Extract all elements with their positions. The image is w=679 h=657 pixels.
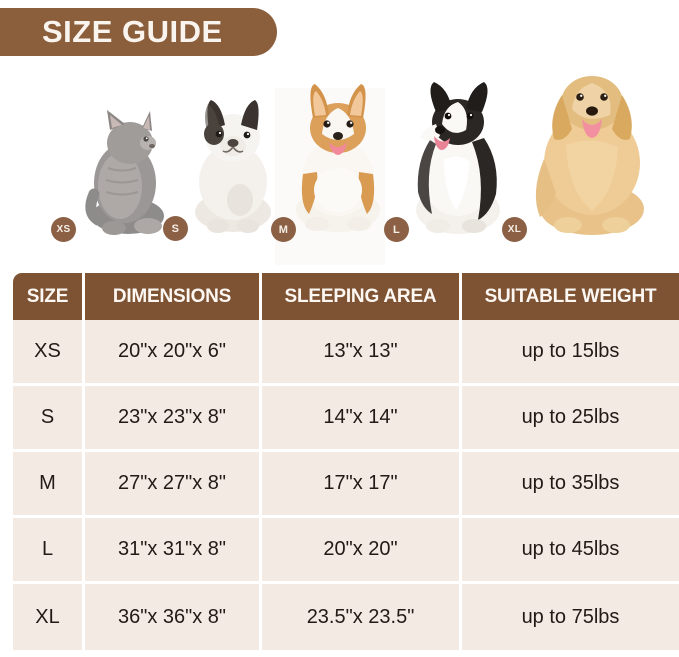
cell-sleeping-area: 20"x 20" <box>262 518 462 584</box>
table-body: XS 20"x 20"x 6" 13"x 13" up to 15lbs S 2… <box>13 320 679 650</box>
column-header-size: SIZE <box>13 273 85 320</box>
animal-figure-xl <box>524 53 664 243</box>
animal-size-illustration: XS S M L XL <box>0 60 679 265</box>
french-bulldog-icon <box>195 100 271 233</box>
animal-figure-l <box>400 68 518 243</box>
border-collie-icon <box>416 82 500 234</box>
cell-dimensions: 27"x 27"x 8" <box>85 452 262 518</box>
cell-suitable-weight: up to 75lbs <box>462 584 679 650</box>
table-row: XS 20"x 20"x 6" 13"x 13" up to 15lbs <box>13 320 679 386</box>
cell-dimensions: 23"x 23"x 8" <box>85 386 262 452</box>
column-header-suitable-weight: SUITABLE WEIGHT <box>462 273 679 320</box>
cell-size: L <box>13 518 85 584</box>
page-title: SIZE GUIDE <box>42 14 223 49</box>
golden-retriever-icon <box>535 76 644 235</box>
size-badge-s: S <box>163 216 188 241</box>
size-badge-m: M <box>271 217 296 242</box>
size-badge-xl: XL <box>502 217 527 242</box>
cell-sleeping-area: 17"x 17" <box>262 452 462 518</box>
size-guide-banner: SIZE GUIDE <box>0 8 277 56</box>
table-row: XL 36"x 36"x 8" 23.5"x 23.5" up to 75lbs <box>13 584 679 650</box>
animal-figure-xs <box>70 98 180 243</box>
column-header-sleeping-area: SLEEPING AREA <box>262 273 462 320</box>
animal-figure-s <box>178 90 288 243</box>
cell-size: XL <box>13 584 85 650</box>
cell-dimensions: 20"x 20"x 6" <box>85 320 262 386</box>
column-header-dimensions: DIMENSIONS <box>85 273 262 320</box>
size-badge-l: L <box>384 217 409 242</box>
cell-suitable-weight: up to 35lbs <box>462 452 679 518</box>
cell-sleeping-area: 23.5"x 23.5" <box>262 584 462 650</box>
cell-size: S <box>13 386 85 452</box>
table-row: L 31"x 31"x 8" 20"x 20" up to 45lbs <box>13 518 679 584</box>
cell-suitable-weight: up to 45lbs <box>462 518 679 584</box>
table-header: SIZE DIMENSIONS SLEEPING AREA SUITABLE W… <box>13 273 679 320</box>
cell-sleeping-area: 14"x 14" <box>262 386 462 452</box>
cell-size: XS <box>13 320 85 386</box>
size-guide-table: SIZE DIMENSIONS SLEEPING AREA SUITABLE W… <box>13 273 679 650</box>
cell-dimensions: 36"x 36"x 8" <box>85 584 262 650</box>
cell-size: M <box>13 452 85 518</box>
size-badge-xs: XS <box>51 217 76 242</box>
table-row: S 23"x 23"x 8" 14"x 14" up to 25lbs <box>13 386 679 452</box>
cell-suitable-weight: up to 25lbs <box>462 386 679 452</box>
corgi-icon <box>296 84 380 232</box>
grey-tabby-cat-icon <box>85 110 164 235</box>
cell-sleeping-area: 13"x 13" <box>262 320 462 386</box>
cell-suitable-weight: up to 15lbs <box>462 320 679 386</box>
table-row: M 27"x 27"x 8" 17"x 17" up to 35lbs <box>13 452 679 518</box>
cell-dimensions: 31"x 31"x 8" <box>85 518 262 584</box>
table-header-row: SIZE DIMENSIONS SLEEPING AREA SUITABLE W… <box>13 273 679 320</box>
animal-figure-m <box>283 78 398 243</box>
